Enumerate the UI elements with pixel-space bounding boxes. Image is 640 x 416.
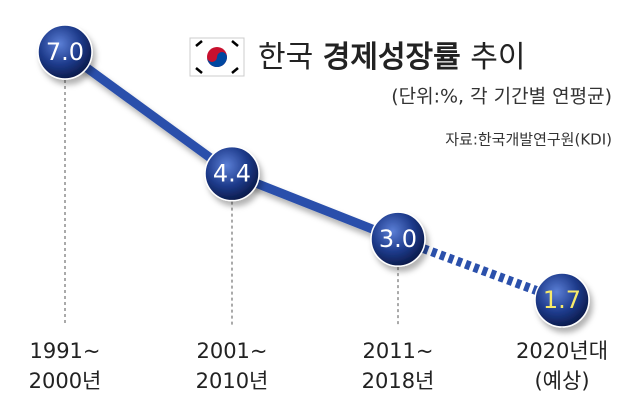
line [62,48,400,244]
title-part: 한국 [258,40,313,75]
x-tick-label: 1991~ [29,339,100,363]
x-tick-label: (예상) [534,369,589,393]
data-label: 4.4 [213,160,251,188]
subtitle: (단위:%, 각 기간별 연평균) [391,86,612,108]
projected-line [396,234,564,305]
marker [370,211,426,267]
marker [204,145,260,202]
title-part: 추이 [470,40,525,75]
marker [534,272,590,328]
x-tick-label: 2000년 [29,369,102,393]
data-label: 7.0 [46,38,84,66]
x-tick-label: 2001~ [196,339,267,363]
title-part: 경제성장률 [323,40,461,75]
data-label: 1.7 [543,286,581,314]
x-tick-label: 2018년 [362,369,435,393]
chart-title: 한국 경제성장률 추이 [258,40,526,75]
flag [189,37,245,77]
data-label: 3.0 [379,225,417,253]
marker [37,24,93,80]
x-tick-label: 2011~ [362,339,433,363]
x-tick-label: 2020년대 [516,339,608,363]
x-tick-label: 2010년 [196,369,269,393]
source: 자료:한국개발연구원(KDI) [445,131,612,149]
